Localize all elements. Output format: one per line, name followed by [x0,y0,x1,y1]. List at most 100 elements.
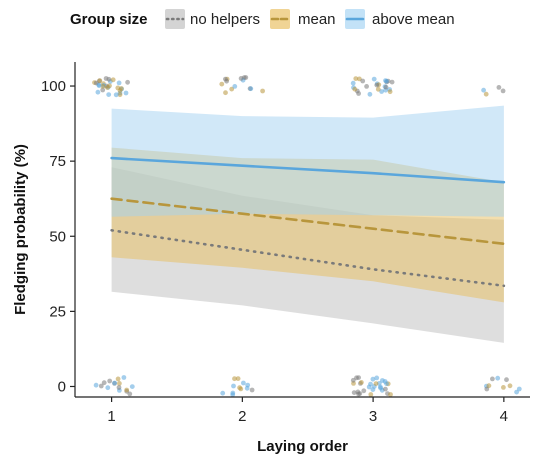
raw-point [107,83,112,89]
raw-point [383,386,388,392]
raw-point [368,392,374,397]
legend: no helpers mean above mean [165,9,455,29]
raw-point [387,89,393,95]
raw-point [373,381,379,386]
raw-point [238,76,244,81]
y-tick-label: 25 [49,303,66,320]
x-tick-label: 4 [500,408,508,425]
raw-point [514,389,519,395]
raw-point [371,76,377,82]
raw-point [490,376,495,382]
raw-point [113,92,119,98]
raw-point [353,76,359,81]
raw-point [374,375,380,381]
line-no-helpers [110,229,506,288]
raw-point [117,92,123,98]
raw-data-points [92,75,522,398]
raw-point [501,385,506,390]
raw-point [248,86,254,92]
raw-point [351,390,357,395]
legend-key-no-helpers [165,9,185,29]
raw-point [500,88,506,94]
raw-point [374,82,380,88]
raw-point [112,380,117,386]
raw-point [100,83,106,89]
raw-point [486,383,492,389]
raw-point [370,376,376,382]
raw-point [121,375,127,380]
raw-point [504,377,509,383]
raw-point [507,383,513,389]
raw-point [220,390,226,396]
raw-point [243,75,249,80]
raw-point [495,375,501,381]
raw-point [260,88,265,94]
raw-point [117,381,122,386]
raw-point [360,78,366,84]
raw-point [361,388,367,394]
raw-point [110,77,116,83]
raw-point [350,80,356,86]
raw-point [241,380,246,386]
raw-point [383,78,388,83]
raw-point [129,384,135,389]
raw-point [96,83,102,89]
raw-point [359,380,364,385]
raw-point [378,385,383,391]
raw-point [516,386,522,392]
raw-point [352,86,358,92]
x-tick-label: 2 [238,408,246,425]
raw-point [100,87,106,93]
raw-point [244,385,250,391]
raw-point [389,79,395,85]
raw-point [249,387,255,393]
raw-point [481,87,486,93]
raw-point [98,383,104,389]
raw-point [116,80,122,86]
x-tick-label: 3 [369,408,377,425]
raw-point [383,84,389,90]
raw-point [356,91,361,96]
legend-label-no-helpers: no helpers [190,11,260,28]
raw-point [219,81,225,87]
y-tick-label: 0 [58,378,66,395]
y-tick-label: 100 [41,78,66,95]
raw-point [384,381,389,387]
axes: 0 25 50 75 100 1 2 3 4 [41,62,530,425]
y-tick-label: 75 [49,153,66,170]
raw-point [235,376,241,381]
y-axis-title: Fledging probability (%) [12,144,29,315]
raw-point [115,376,121,382]
raw-point [367,91,373,97]
raw-point [229,86,235,92]
legend-label-mean: mean [298,11,336,28]
raw-point [116,385,122,390]
raw-point [237,385,243,391]
raw-point [368,381,373,387]
raw-point [223,90,228,96]
raw-point [95,89,101,95]
raw-point [123,90,129,96]
ribbon-above-mean [111,105,504,217]
raw-point [231,383,236,389]
raw-point [107,378,113,384]
raw-point [106,92,112,97]
raw-point [124,387,130,393]
raw-point [125,79,130,85]
raw-point [364,84,369,89]
raw-point [223,76,228,82]
line-above-mean [110,156,506,184]
raw-point [375,86,381,92]
y-tick-label: 50 [49,228,66,245]
raw-point [356,375,361,380]
raw-point [230,392,236,398]
raw-point [350,377,356,383]
raw-point [101,380,107,386]
raw-point [355,389,361,395]
raw-point [115,85,121,91]
raw-point [483,91,489,97]
x-axis-title: Laying order [257,438,348,454]
raw-point [105,385,111,391]
legend-label-above-mean: above mean [372,11,455,28]
